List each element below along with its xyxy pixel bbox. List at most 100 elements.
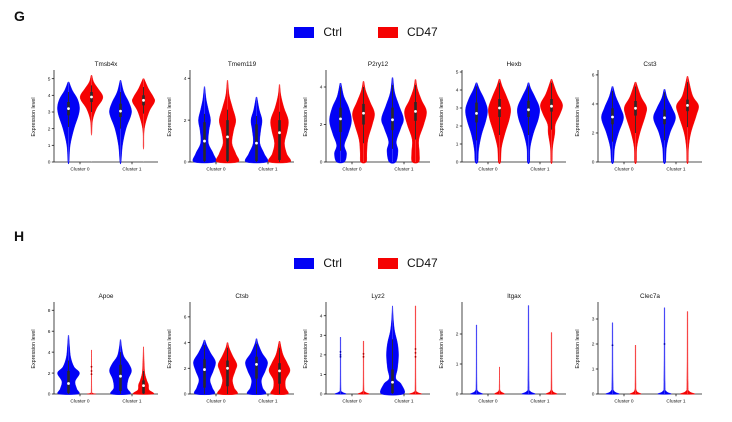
legend-item-cd47: CD47 — [377, 256, 438, 270]
x-tick-label: Cluster 0 — [70, 167, 90, 173]
median-dot — [278, 131, 281, 135]
y-tick-label: 2 — [184, 118, 187, 124]
median-dot — [142, 98, 145, 102]
data-point — [663, 343, 666, 345]
y-tick-label: 0 — [184, 160, 187, 166]
y-tick-label: 6 — [48, 329, 51, 335]
y-tick-label: 4 — [184, 76, 187, 82]
data-point — [339, 351, 342, 353]
y-tick-label: 4 — [320, 85, 323, 91]
legend-item-ctrl: Ctrl — [294, 25, 342, 39]
violin-Ctrl-Cluster-1 — [653, 89, 676, 165]
violin-Ctrl-Cluster-1 — [109, 339, 132, 395]
legend-label-ctrl: Ctrl — [323, 25, 342, 39]
y-tick-label: 0 — [48, 160, 51, 166]
median-dot — [527, 108, 530, 112]
legend-swatch-cd47 — [377, 257, 398, 269]
x-tick-label: Cluster 1 — [258, 167, 278, 173]
iqr-box — [203, 359, 206, 388]
x-tick-label: Cluster 1 — [122, 167, 142, 173]
y-axis: 0 2 4 6 8 — [48, 302, 55, 398]
y-tick-label: 4 — [184, 340, 187, 346]
legend-swatch-ctrl — [294, 257, 315, 269]
violin-CD47-Cluster-1 — [404, 79, 427, 164]
y-tick-label: 0 — [592, 392, 595, 398]
y-tick-label: 1 — [456, 142, 459, 148]
y-tick-label: 3 — [48, 110, 51, 116]
y-tick-label: 0 — [48, 392, 51, 398]
violin-Ctrl-Cluster-1 — [521, 305, 536, 395]
y-tick-label: 1 — [592, 367, 595, 373]
legend-g: Ctrl CD47 — [0, 25, 732, 39]
violin-CD47-Cluster-0 — [629, 345, 642, 395]
y-tick-label: 8 — [48, 308, 51, 314]
y-axis: 0 1 2 3 — [592, 302, 599, 398]
median-dot — [686, 103, 689, 107]
x-tick-label: Cluster 1 — [258, 399, 278, 405]
x-tick-label: Cluster 1 — [394, 167, 414, 173]
x-tick-label: Cluster 0 — [342, 399, 362, 405]
y-axis-label: Expression level — [167, 97, 173, 136]
violin-Ctrl-Cluster-0 — [465, 82, 488, 164]
median-dot — [339, 117, 342, 121]
y-axis: 0 1 2 3 4 5 — [48, 70, 55, 166]
plot-title: Tmem119 — [228, 61, 257, 68]
y-axis-label: Expression level — [303, 329, 309, 368]
median-dot — [663, 116, 666, 120]
x-tick-label: Cluster 1 — [530, 167, 550, 173]
x-axis: Cluster 0 Cluster 1 — [598, 393, 702, 405]
plot-title: Cst3 — [643, 61, 657, 68]
y-axis-label: Expression level — [31, 329, 37, 368]
legend-label-cd47: CD47 — [406, 256, 438, 270]
violin-CD47-Cluster-1 — [132, 346, 155, 395]
panel-label-h: H — [14, 228, 25, 244]
violin-Ctrl-Cluster-1 — [245, 338, 268, 396]
iqr-box — [278, 120, 281, 160]
plot-title: Itgax — [507, 293, 522, 300]
y-tick-label: 4 — [48, 93, 51, 99]
violin-CD47-Cluster-1 — [268, 341, 291, 396]
x-axis: Cluster 0 Cluster 1 — [54, 161, 158, 173]
median-dot — [634, 106, 637, 110]
y-tick-label: 2 — [320, 353, 323, 359]
y-axis: 0 2 4 6 — [184, 302, 191, 398]
median-dot — [498, 106, 501, 110]
y-tick-label: 1 — [456, 362, 459, 368]
plot-title: Tmsb4x — [95, 61, 119, 68]
y-axis: 0 2 4 — [184, 70, 191, 166]
legend-swatch-cd47 — [377, 26, 398, 38]
plot-row-h: Apoe Expression level 0 2 4 6 8 Cluster 0 Cluste… — [28, 288, 706, 416]
plot-title: Clec7a — [640, 293, 660, 300]
violin-Ctrl-Cluster-1 — [380, 305, 405, 396]
data-point — [414, 352, 417, 354]
x-axis: Cluster 0 Cluster 1 — [462, 161, 566, 173]
y-tick-label: 2 — [456, 124, 459, 130]
y-axis: 0 1 2 3 4 — [320, 302, 327, 398]
y-tick-label: 0 — [456, 392, 459, 398]
y-tick-label: 0 — [592, 160, 595, 166]
data-point — [414, 348, 417, 350]
violin-Ctrl-Cluster-1 — [109, 80, 132, 165]
y-axis-label: Expression level — [31, 97, 37, 136]
plot-title: Ctsb — [235, 293, 249, 300]
y-axis-label: Expression level — [167, 329, 173, 368]
median-dot — [119, 109, 122, 113]
y-tick-label: 6 — [592, 73, 595, 79]
data-point — [339, 355, 342, 358]
x-tick-label: Cluster 0 — [342, 167, 362, 173]
violin-CD47-Cluster-0 — [215, 80, 240, 164]
y-tick-label: 0 — [320, 392, 323, 398]
y-axis-label: Expression level — [439, 97, 445, 136]
median-dot — [226, 135, 229, 139]
data-point — [90, 365, 93, 368]
violin-CD47-Cluster-0 — [624, 81, 647, 165]
violin-CD47-Cluster-1 — [545, 332, 558, 395]
iqr-box — [255, 356, 258, 379]
y-tick-label: 1 — [48, 143, 51, 149]
legend-label-ctrl: Ctrl — [323, 256, 342, 270]
median-dot — [142, 384, 145, 388]
x-tick-label: Cluster 1 — [666, 399, 686, 405]
x-tick-label: Cluster 0 — [70, 399, 90, 405]
